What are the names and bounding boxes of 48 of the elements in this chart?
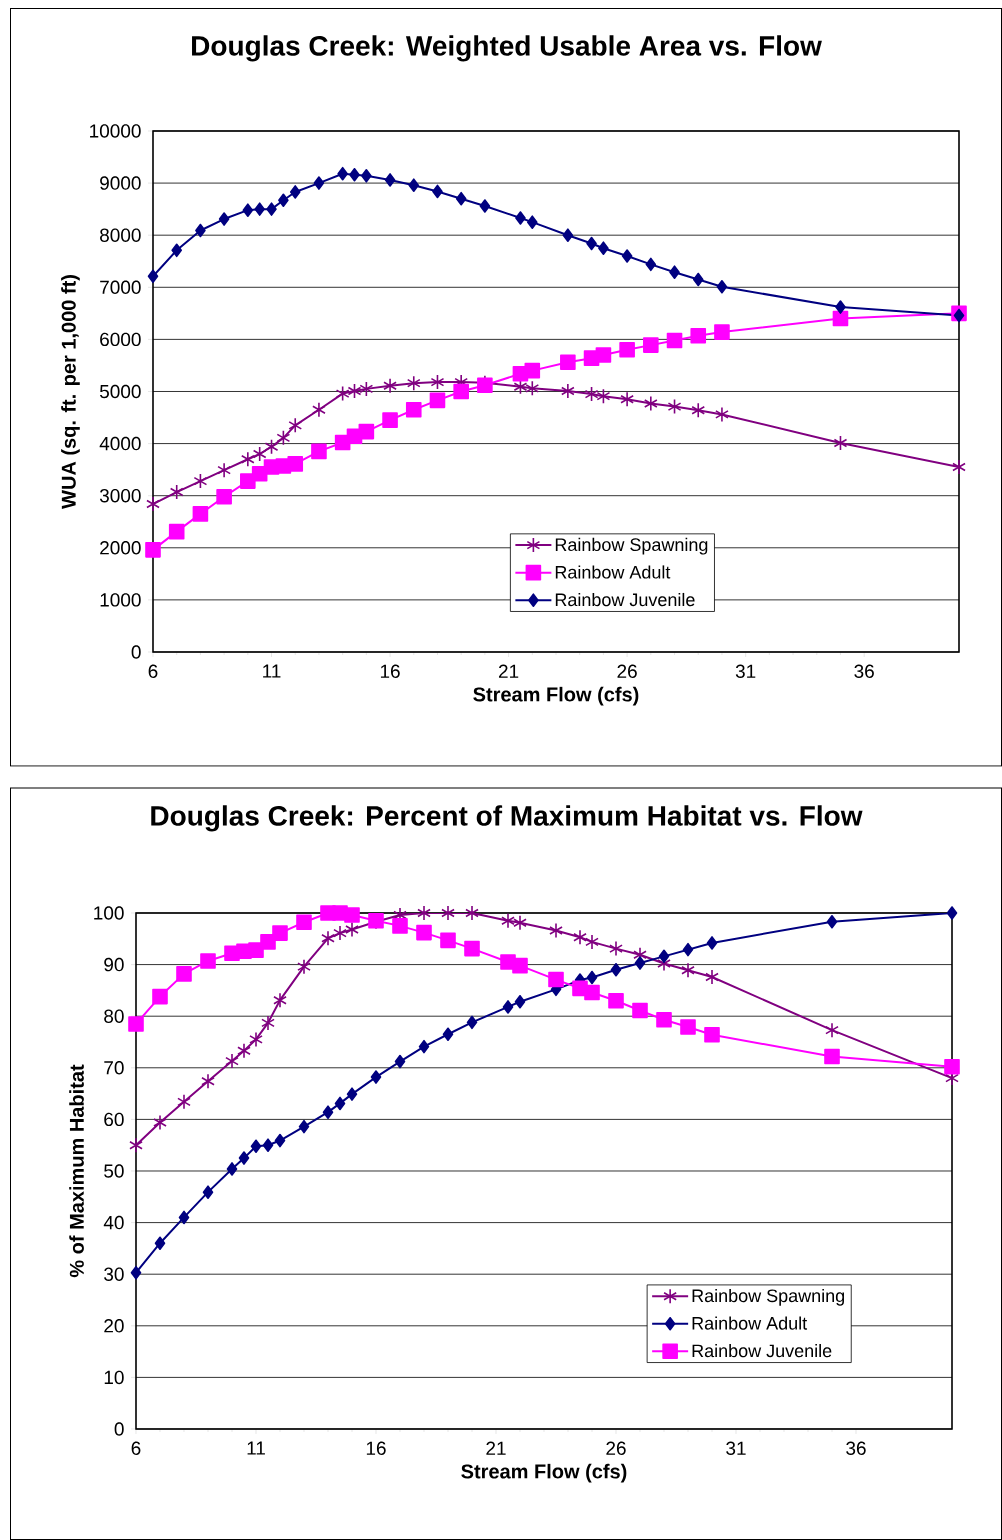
y-tick-label: 4000 (99, 436, 141, 451)
y-tick-label: 70 (104, 1061, 124, 1075)
y-tick-label: 7000 (100, 280, 141, 295)
x-tick-label: 21 (486, 1441, 506, 1455)
y-tick-label: 20 (104, 1319, 124, 1333)
x-tick-label: 31 (735, 664, 756, 678)
x-tick-label: 26 (606, 1441, 626, 1455)
y-tick-label: 80 (104, 1009, 124, 1023)
y-tick-label: 5000 (99, 384, 141, 399)
x-tick-label: 11 (263, 664, 281, 678)
y-tick-label: 9000 (100, 176, 141, 190)
x-tick-label: 21 (498, 664, 519, 678)
y-tick-label: 100 (94, 906, 124, 920)
y-tick-label: 30 (104, 1267, 124, 1281)
y-tick-label: 0 (114, 1422, 124, 1436)
y-tick-label: 40 (103, 1215, 124, 1230)
legend-label: Rainbow Spawning (692, 1288, 845, 1306)
x-tick-label: 36 (854, 664, 874, 678)
y-tick-label: 90 (104, 957, 124, 972)
chart-title: Douglas Creek: Weighted Usable Area vs. Flow (192, 35, 822, 62)
y-tick-label: 3000 (99, 488, 141, 503)
y-tick-label: 60 (104, 1112, 124, 1127)
y-tick-label: 2000 (100, 541, 141, 555)
x-tick-label: 26 (617, 664, 637, 678)
x-tick-label: 31 (726, 1441, 746, 1455)
y-tick-label: 1000 (100, 593, 141, 607)
y-tick-label: 8000 (100, 228, 141, 242)
y-tick-label: 10000 (90, 124, 141, 138)
legend-label: Rainbow Spawning (555, 537, 708, 555)
x-tick-label: 16 (366, 1441, 386, 1455)
y-tick-label: 50 (104, 1164, 124, 1178)
y-axis-title: WUA (sq. ft. per 1,000 ft) (61, 275, 80, 509)
x-tick-label: 11 (247, 1441, 265, 1455)
x-axis-title: Stream Flow (cfs) (473, 686, 639, 706)
y-tick-label: 6000 (100, 332, 141, 347)
x-tick-label: 6 (131, 1441, 141, 1455)
y-axis-title: % of Maximum Habitat (69, 1064, 84, 1278)
x-tick-label: 16 (380, 664, 400, 678)
y-tick-label: 0 (131, 645, 141, 659)
y-tick-label: 10 (104, 1370, 124, 1385)
legend-label: Rainbow Juvenile (555, 592, 695, 607)
x-tick-label: 36 (846, 1441, 866, 1455)
legend-label: Rainbow Juvenile (692, 1344, 832, 1358)
legend-label: Rainbow Adult (692, 1316, 808, 1330)
chart-title: Douglas Creek: Percent of Maximum Habitat vs. Flow (151, 805, 863, 832)
x-axis-title: Stream Flow (cfs) (461, 1463, 627, 1483)
legend-label: Rainbow Adult (555, 565, 671, 579)
x-tick-label: 6 (148, 664, 158, 678)
